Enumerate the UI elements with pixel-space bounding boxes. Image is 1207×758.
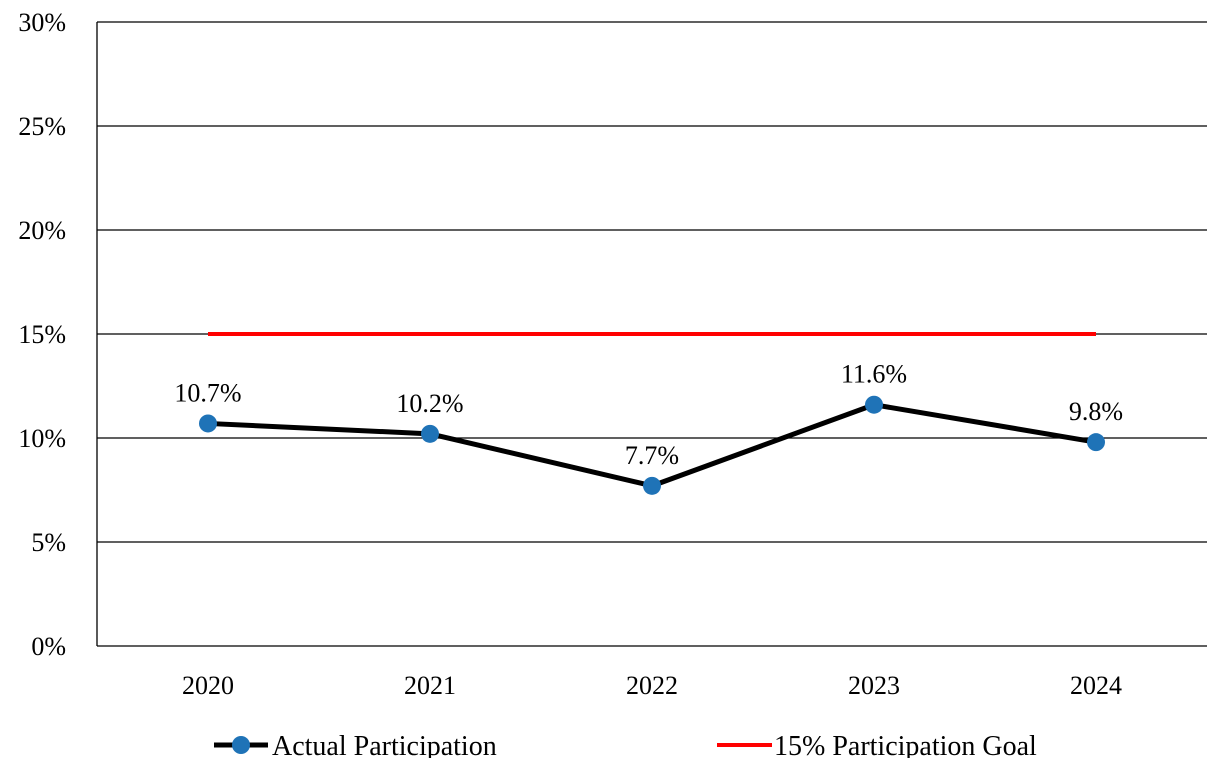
y-axis-ticks: 0% 5% 10% 15% 20% 25% 30% [18,8,66,661]
data-label: 9.8% [1069,397,1123,426]
data-point [421,424,439,443]
data-point [865,395,883,414]
x-tick-label: 2020 [182,671,234,700]
data-label: 10.7% [174,378,241,407]
x-tick-label: 2021 [404,671,456,700]
data-label: 11.6% [841,360,907,389]
data-label: 10.2% [396,389,463,418]
y-tick-label: 30% [18,8,66,37]
y-tick-label: 15% [18,320,66,349]
x-axis-ticks: 2020 2021 2022 2023 2024 [182,671,1122,700]
legend-label-goal: 15% Participation Goal [774,731,1037,758]
x-tick-label: 2023 [848,671,900,700]
y-tick-label: 10% [18,424,66,453]
y-tick-label: 20% [18,216,66,245]
data-point [643,476,661,495]
data-point [1087,433,1105,452]
y-tick-label: 5% [31,528,66,557]
legend-label-actual: Actual Participation [272,731,497,758]
x-tick-label: 2024 [1070,671,1122,700]
x-tick-label: 2022 [626,671,678,700]
data-labels: 10.7% 10.2% 7.7% 11.6% 9.8% [174,360,1123,470]
axes [96,22,1207,647]
data-point [199,414,217,433]
data-label: 7.7% [625,441,679,470]
series [199,332,1105,495]
legend-marker-actual [232,736,250,754]
y-tick-label: 0% [31,632,66,661]
legend: Actual Participation 15% Participation Go… [214,731,1037,758]
y-tick-label: 25% [18,112,66,141]
